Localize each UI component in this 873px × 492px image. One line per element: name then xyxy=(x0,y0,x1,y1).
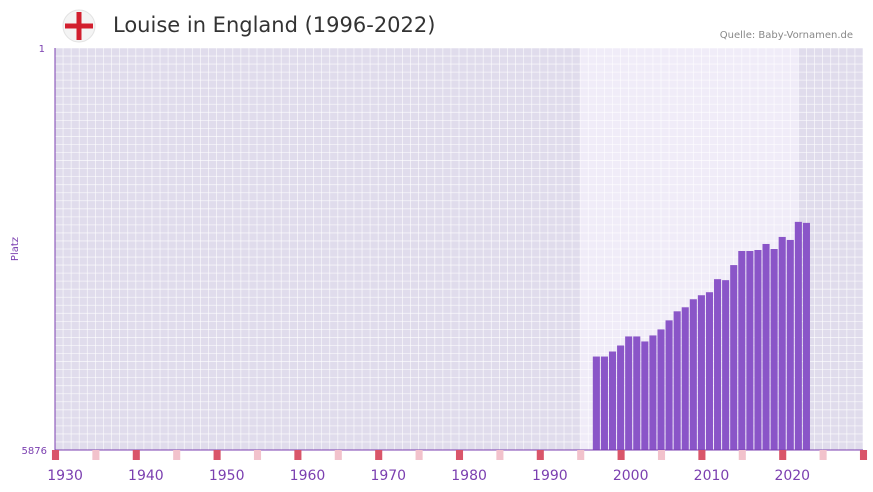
x-tick-label: 1990 xyxy=(532,468,568,484)
decade-marker xyxy=(375,450,383,460)
decade-marker xyxy=(173,450,181,460)
x-tick-label: 1950 xyxy=(209,468,245,484)
y-tick-top: 1 xyxy=(39,44,45,55)
bar[interactable] xyxy=(762,243,770,450)
bar[interactable] xyxy=(697,295,705,450)
bar[interactable] xyxy=(625,336,633,450)
decade-marker xyxy=(738,450,746,460)
bar[interactable] xyxy=(722,280,730,450)
x-tick-label: 1930 xyxy=(47,468,83,484)
x-tick-label: 2010 xyxy=(694,468,730,484)
bar[interactable] xyxy=(641,341,649,450)
x-tick-label: 1940 xyxy=(128,468,164,484)
bar[interactable] xyxy=(633,336,641,450)
decade-marker xyxy=(859,450,868,460)
y-axis-label: Platz xyxy=(10,237,21,261)
england-flag-icon xyxy=(62,9,96,43)
bar[interactable] xyxy=(689,299,697,450)
x-tick-label: 1960 xyxy=(290,468,326,484)
decade-marker xyxy=(657,450,666,460)
bar[interactable] xyxy=(673,311,681,450)
y-tick-bottom: 5876 xyxy=(22,446,47,457)
decade-markers xyxy=(51,450,868,460)
decade-marker xyxy=(213,450,221,460)
bar[interactable] xyxy=(705,292,714,450)
bar[interactable] xyxy=(608,351,617,450)
bar[interactable] xyxy=(657,329,665,450)
decade-marker xyxy=(496,450,504,460)
decade-marker xyxy=(536,450,544,460)
bars xyxy=(592,221,810,450)
bar[interactable] xyxy=(592,356,600,450)
decade-marker xyxy=(92,450,100,460)
decade-marker xyxy=(334,450,342,460)
bar[interactable] xyxy=(714,279,722,450)
bar[interactable] xyxy=(746,251,754,450)
decade-marker xyxy=(455,450,464,460)
decade-marker xyxy=(819,450,827,460)
decade-marker xyxy=(617,450,625,460)
decade-marker xyxy=(577,450,585,460)
bar[interactable] xyxy=(802,222,810,450)
bar[interactable] xyxy=(600,356,608,450)
decade-marker xyxy=(132,450,140,460)
chart-title: Louise in England (1996-2022) xyxy=(113,13,436,37)
source-label: Quelle: Baby-Vornamen.de xyxy=(719,30,853,41)
grid xyxy=(54,47,864,451)
x-tick-label: 1970 xyxy=(370,468,406,484)
bar[interactable] xyxy=(617,345,625,450)
decade-marker xyxy=(253,450,262,460)
decade-marker xyxy=(779,450,787,460)
bar[interactable] xyxy=(770,249,778,450)
decade-marker xyxy=(294,450,302,460)
decade-marker xyxy=(698,450,706,460)
bar[interactable] xyxy=(730,265,738,450)
bar[interactable] xyxy=(786,239,794,450)
decade-marker xyxy=(51,450,60,460)
bar[interactable] xyxy=(794,221,802,450)
x-tick-label: 1980 xyxy=(451,468,487,484)
x-tick-label: 2000 xyxy=(613,468,649,484)
bar[interactable] xyxy=(754,250,762,450)
bar[interactable] xyxy=(681,307,689,450)
x-tick-labels: 1930 1940 1950 1960 1970 1980 1990 2000 2010 2020 xyxy=(47,468,810,484)
x-tick-label: 2020 xyxy=(774,468,810,484)
bar[interactable] xyxy=(665,320,673,450)
bar[interactable] xyxy=(738,251,746,450)
bar[interactable] xyxy=(649,335,657,450)
bar[interactable] xyxy=(778,236,786,450)
decade-marker xyxy=(415,450,423,460)
